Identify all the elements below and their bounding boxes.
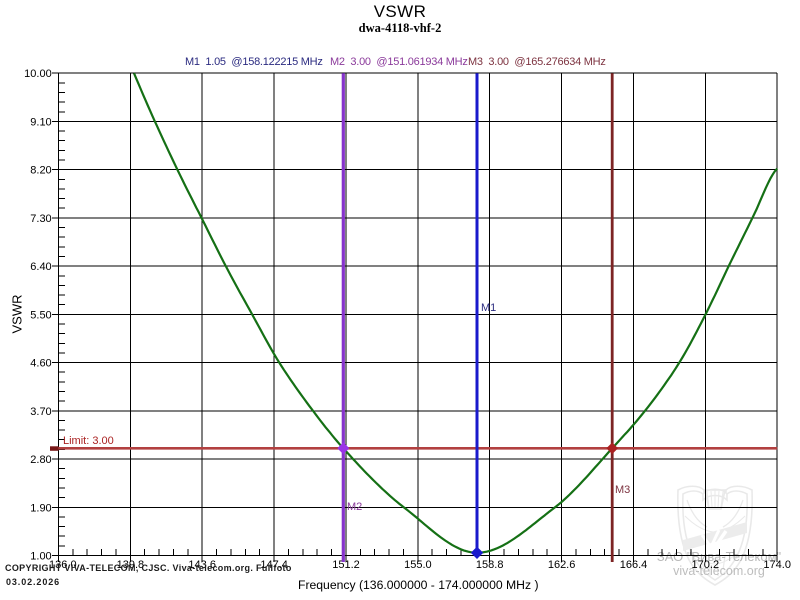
svg-text:ЗАО "Вива-Телеком": ЗАО "Вива-Телеком": [657, 549, 782, 564]
svg-text:174.0: 174.0: [763, 559, 791, 571]
svg-text:M1: M1: [481, 302, 496, 314]
svg-text:136.0: 136.0: [49, 559, 77, 571]
svg-text:9.10: 9.10: [30, 116, 51, 128]
svg-text:162.6: 162.6: [548, 559, 576, 571]
svg-text:8.20: 8.20: [30, 165, 51, 177]
svg-text:155.0: 155.0: [404, 559, 432, 571]
svg-text:Limit: 3.00: Limit: 3.00: [63, 435, 114, 447]
svg-text:1.00: 1.00: [30, 551, 51, 563]
svg-text:6.40: 6.40: [30, 261, 51, 273]
svg-text:VSWR: VSWR: [10, 295, 25, 334]
svg-text:151.2: 151.2: [332, 559, 360, 571]
svg-text:3.70: 3.70: [30, 406, 51, 418]
svg-text:2.80: 2.80: [30, 454, 51, 466]
svg-text:7.30: 7.30: [30, 213, 51, 225]
svg-text:4.60: 4.60: [30, 358, 51, 370]
svg-text:158.8: 158.8: [476, 559, 504, 571]
svg-text:M2: M2: [347, 501, 362, 513]
svg-text:viva-telecom.org: viva-telecom.org: [673, 564, 765, 578]
svg-text:10.00: 10.00: [24, 68, 52, 80]
svg-text:139.8: 139.8: [117, 559, 145, 571]
svg-text:143.6: 143.6: [188, 559, 216, 571]
svg-text:1.90: 1.90: [30, 502, 51, 514]
svg-text:M3: M3: [615, 484, 630, 496]
svg-text:5.50: 5.50: [30, 309, 51, 321]
svg-text:147.4: 147.4: [260, 559, 288, 571]
svg-text:166.4: 166.4: [620, 559, 648, 571]
svg-text:170.2: 170.2: [692, 559, 720, 571]
